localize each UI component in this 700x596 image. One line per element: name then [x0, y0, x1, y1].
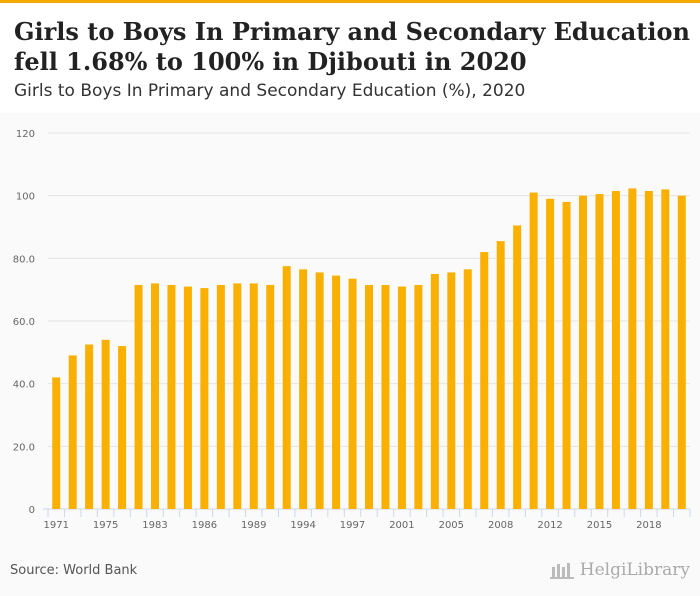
bar — [282, 266, 291, 509]
bar — [233, 283, 242, 509]
bar — [52, 377, 61, 509]
bar — [414, 284, 423, 509]
bar — [332, 275, 341, 509]
x-tick-label: 2012 — [537, 520, 562, 531]
y-tick-label: 20.0 — [13, 442, 35, 453]
bar — [513, 225, 522, 509]
source-label: Source: World Bank — [10, 563, 138, 578]
bar — [101, 339, 110, 509]
x-tick-label: 2018 — [636, 520, 661, 531]
bar — [579, 195, 587, 509]
helgi-library-logo: HelgiLibrary — [549, 560, 690, 580]
x-tick-label: 2015 — [587, 520, 612, 531]
x-tick-label: 1994 — [290, 520, 315, 531]
x-tick-label: 1975 — [93, 520, 118, 531]
bar — [595, 194, 604, 509]
library-icon — [549, 563, 574, 579]
y-tick-label: 100 — [16, 192, 35, 203]
x-tick-label: 1986 — [192, 520, 217, 531]
bar — [397, 286, 406, 509]
bar — [628, 188, 637, 509]
bar — [85, 344, 94, 509]
x-tick-label: 2001 — [389, 520, 414, 531]
x-tick-label: 2005 — [439, 520, 464, 531]
y-tick-label: 40.0 — [13, 380, 35, 391]
bar — [661, 189, 670, 509]
bar — [546, 198, 555, 510]
y-tick-label: 60.0 — [13, 317, 35, 328]
y-tick-label: 0 — [29, 505, 35, 516]
x-tick-label: 1997 — [340, 520, 365, 531]
bar — [183, 286, 192, 509]
bar — [562, 201, 571, 509]
bar — [151, 283, 159, 509]
bar — [134, 284, 143, 509]
y-tick-label: 80.0 — [13, 254, 35, 265]
bar — [299, 269, 308, 509]
bar — [480, 252, 489, 510]
bar — [216, 284, 225, 509]
page-title: Girls to Boys In Primary and Secondary E… — [14, 17, 690, 76]
bar — [365, 284, 373, 509]
logo-text: HelgiLibrary — [579, 560, 690, 580]
x-tick-label: 1971 — [44, 520, 69, 531]
bar — [529, 192, 538, 509]
bar — [611, 190, 620, 509]
bar — [315, 272, 324, 509]
bar — [266, 284, 275, 509]
y-tick-label: 120 — [16, 129, 35, 140]
chart-subtitle: Girls to Boys In Primary and Secondary E… — [14, 81, 526, 101]
bar — [348, 278, 357, 509]
bar — [118, 346, 127, 509]
x-tick-label: 2008 — [488, 520, 513, 531]
accent-bar — [0, 0, 700, 3]
bar-chart: 0 20.0 40.0 60.0 80.0 100 120 1971 1975 1983 1986 1… — [13, 129, 691, 531]
bar — [677, 195, 686, 509]
bar — [68, 355, 77, 509]
bar — [430, 274, 439, 509]
bar — [249, 283, 258, 509]
bar — [463, 269, 472, 509]
x-tick-label: 1989 — [241, 520, 266, 531]
bar — [200, 288, 209, 509]
bar — [644, 190, 653, 509]
bar — [167, 284, 176, 509]
x-tick-label: 1983 — [142, 520, 167, 531]
bar — [381, 284, 390, 509]
header: Girls to Boys In Primary and Secondary E… — [0, 3, 700, 113]
bar — [496, 241, 505, 509]
bar — [447, 272, 456, 509]
